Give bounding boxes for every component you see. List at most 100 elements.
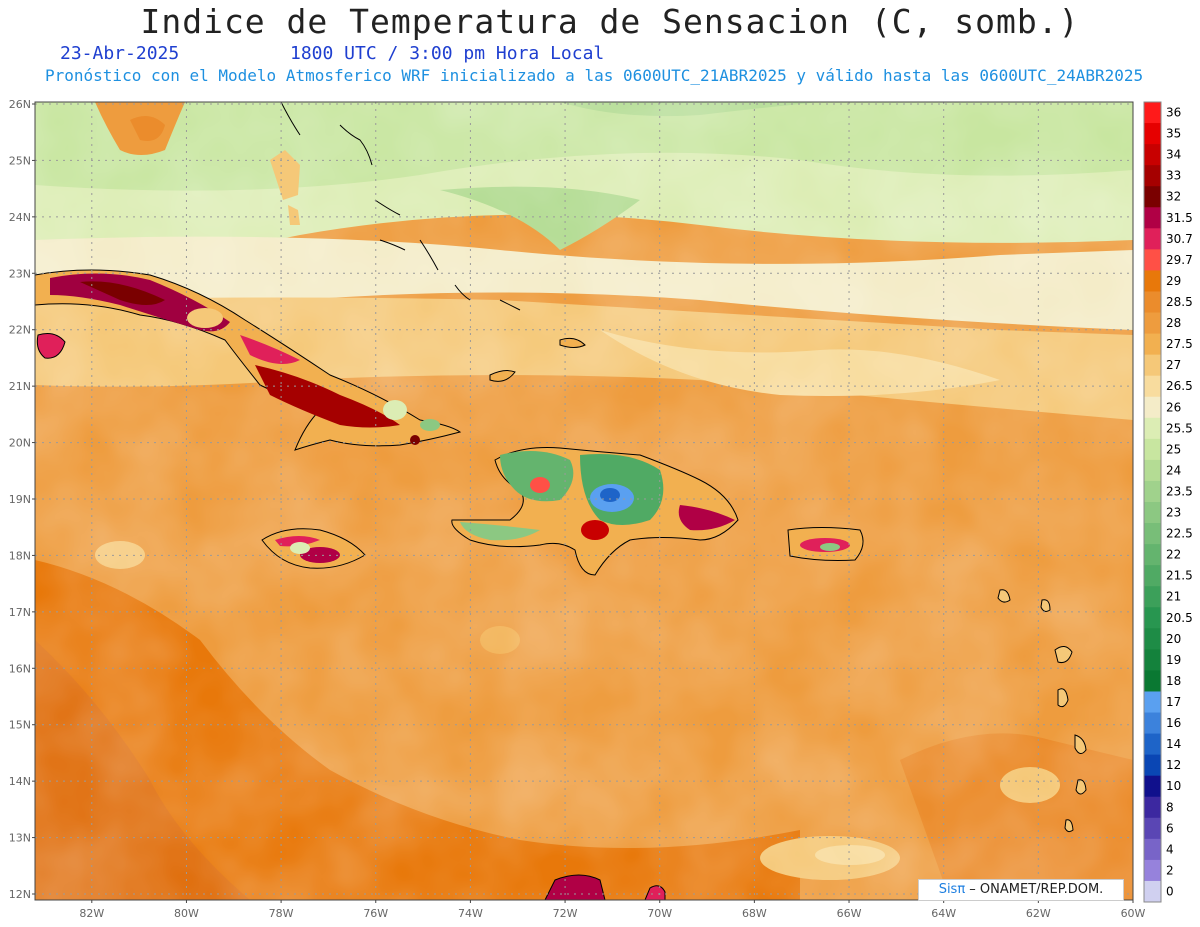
colorbar-swatch: [1144, 817, 1161, 840]
credit-box: Sisπ – ONAMET/REP.DOM.: [918, 879, 1124, 901]
colorbar-swatch: [1144, 607, 1161, 629]
colorbar-swatch: [1144, 523, 1161, 545]
longitude-label: 78W: [269, 907, 294, 920]
colorbar: 363534333231.530.729.72928.52827.52726.5…: [1143, 101, 1193, 903]
colorbar-swatch: [1144, 754, 1161, 777]
colorbar-label: 16: [1166, 716, 1181, 730]
colorbar-label: 28: [1166, 316, 1181, 330]
colorbar-swatch: [1144, 186, 1161, 208]
colorbar-swatch: [1144, 291, 1161, 314]
colorbar-label: 18: [1166, 674, 1181, 688]
colorbar-label: 26.5: [1166, 379, 1193, 393]
colorbar-label: 6: [1166, 821, 1174, 835]
latitude-label: 22N: [9, 324, 31, 337]
colorbar-swatch: [1144, 228, 1161, 250]
colorbar-label: 29.7: [1166, 253, 1193, 267]
colorbar-swatch: [1144, 417, 1161, 440]
colorbar-label: 31.5: [1166, 211, 1193, 225]
colorbar-swatch: [1144, 670, 1161, 692]
colorbar-label: 21: [1166, 590, 1181, 604]
colorbar-label: 35: [1166, 127, 1181, 141]
colorbar-label: 23: [1166, 506, 1181, 520]
longitude-label: 64W: [931, 907, 956, 920]
latitude-label: 18N: [9, 549, 31, 562]
colorbar-swatch: [1144, 270, 1161, 292]
colorbar-swatch: [1144, 123, 1161, 145]
colorbar-label: 10: [1166, 779, 1181, 793]
credit-org: – ONAMET/REP.DOM.: [965, 882, 1104, 897]
map-grid: [35, 102, 1133, 900]
colorbar-label: 36: [1166, 106, 1181, 120]
colorbar-label: 20.5: [1166, 611, 1193, 625]
latitude-label: 21N: [9, 380, 31, 393]
colorbar-swatch: [1144, 102, 1161, 124]
colorbar-swatch: [1144, 838, 1161, 861]
colorbar-label: 22: [1166, 548, 1181, 562]
colorbar-swatch: [1144, 544, 1161, 566]
colorbar-label: 4: [1166, 842, 1174, 856]
longitude-labels: 82W 80W 78W 76W 74W 72W 70W 68W 66W 64W 62W 60W: [79, 900, 1146, 920]
colorbar-label: 24: [1166, 463, 1181, 477]
colorbar-swatch: [1144, 480, 1161, 503]
colorbar-label: 30.7: [1166, 232, 1193, 246]
colorbar-label: 26: [1166, 400, 1181, 414]
chart-title: Indice de Temperatura de Sensacion (C, s…: [140, 2, 1080, 41]
colorbar-label: 20: [1166, 632, 1181, 646]
colorbar-swatch: [1144, 459, 1161, 482]
latitude-label: 13N: [9, 832, 31, 845]
colorbar-swatch: [1144, 628, 1161, 650]
colorbar-swatch: [1144, 354, 1161, 377]
colorbar-swatch: [1144, 438, 1161, 461]
colorbar-swatch: [1144, 165, 1161, 187]
latitude-labels: 26N 25N 24N 23N 22N 21N 20N 19N 18N 17N 16N 15N 14N 1…: [9, 98, 35, 901]
credit-brand: Sisπ: [938, 882, 966, 897]
latitude-label: 20N: [9, 437, 31, 450]
colorbar-swatch: [1144, 586, 1161, 608]
longitude-label: 72W: [553, 907, 578, 920]
longitude-label: 70W: [647, 907, 672, 920]
map-frame: [34, 101, 1134, 901]
latitude-label: 19N: [9, 493, 31, 506]
colorbar-label: 21.5: [1166, 569, 1193, 583]
colorbar-label: 12: [1166, 758, 1181, 772]
latitude-label: 15N: [9, 719, 31, 732]
colorbar-label: 27: [1166, 358, 1181, 372]
colorbar-label: 17: [1166, 695, 1181, 709]
colorbar-swatch: [1144, 796, 1161, 819]
latitude-label: 12N: [9, 888, 31, 901]
colorbar-frame: [1143, 101, 1162, 903]
colorbar-swatch: [1144, 312, 1161, 335]
colorbar-label: 32: [1166, 190, 1181, 204]
latitude-label: 23N: [9, 267, 31, 280]
colorbar-swatch: [1144, 375, 1161, 398]
temperature-field: [35, 102, 1133, 900]
longitude-label: 68W: [742, 907, 767, 920]
latitude-label: 24N: [9, 211, 31, 224]
colorbar-swatch: [1144, 859, 1161, 882]
valid-date: 23-Abr-2025: [60, 43, 180, 64]
colorbar-swatch: [1144, 880, 1161, 903]
colorbar-label: 22.5: [1166, 527, 1193, 541]
longitude-label: 74W: [458, 907, 483, 920]
colorbar-swatch: [1144, 565, 1161, 587]
colorbar-swatch: [1144, 733, 1161, 756]
colorbar-label: 19: [1166, 653, 1181, 667]
colorbar-swatch: [1144, 333, 1161, 356]
colorbar-label: 28.5: [1166, 295, 1193, 309]
colorbar-swatch: [1144, 775, 1161, 798]
colorbar-swatch: [1144, 396, 1161, 419]
colorbar-label: 34: [1166, 148, 1181, 162]
longitude-label: 60W: [1121, 907, 1146, 920]
colorbar-swatch: [1144, 249, 1161, 271]
longitude-label: 82W: [79, 907, 104, 920]
colorbar-swatch: [1144, 502, 1161, 524]
colorbar-swatch: [1144, 207, 1161, 229]
colorbar-label: 8: [1166, 800, 1174, 814]
colorbar-swatch: [1144, 649, 1161, 671]
longitude-label: 62W: [1026, 907, 1051, 920]
latitude-label: 26N: [9, 98, 31, 111]
colorbar-label: 0: [1166, 884, 1174, 898]
colorbar-label: 23.5: [1166, 484, 1193, 498]
colorbar-label: 25.5: [1166, 421, 1193, 435]
